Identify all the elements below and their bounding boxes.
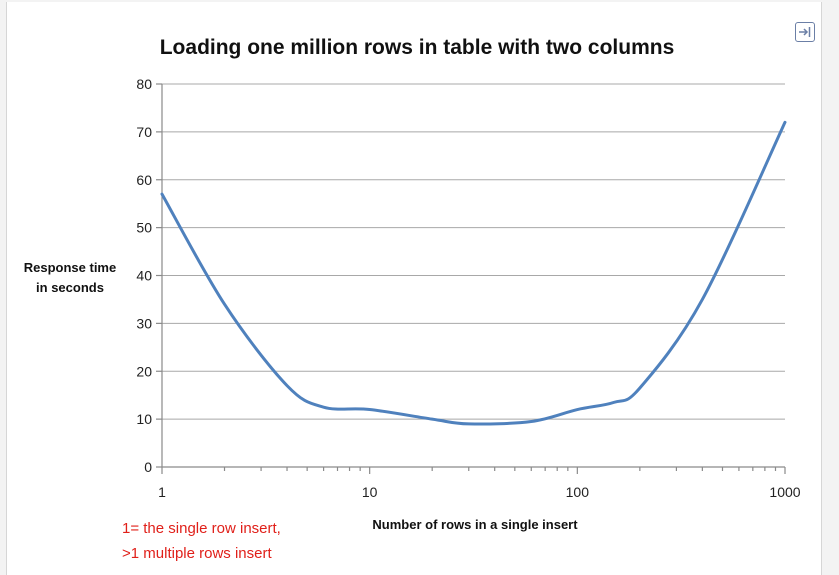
series-lines bbox=[162, 122, 785, 424]
y-axis-label-line-2: in seconds bbox=[36, 280, 104, 295]
y-tick-label-30: 30 bbox=[136, 315, 152, 331]
x-tick-label-1000: 1000 bbox=[769, 484, 800, 500]
x-tick-labels: 1 10 100 1000 bbox=[158, 484, 801, 500]
x-tick-label-100: 100 bbox=[566, 484, 590, 500]
x-tick-label-1: 1 bbox=[158, 484, 166, 500]
y-axis-label-line-1: Response time bbox=[24, 260, 116, 275]
y-tick-label-40: 40 bbox=[136, 268, 152, 284]
annotation-line-2: >1 multiple rows insert bbox=[122, 545, 272, 562]
annotation-line-1: 1= the single row insert, bbox=[122, 520, 281, 537]
series-line-0 bbox=[162, 122, 785, 424]
y-tick-label-50: 50 bbox=[136, 220, 152, 236]
y-tick-label-70: 70 bbox=[136, 124, 152, 140]
chart-panel: Loading one million rows in table with t… bbox=[6, 2, 822, 575]
axes bbox=[156, 84, 785, 474]
y-tick-label-10: 10 bbox=[136, 411, 152, 427]
y-tick-label-80: 80 bbox=[136, 76, 152, 92]
chart-title: Loading one million rows in table with t… bbox=[160, 36, 675, 59]
gridlines bbox=[162, 84, 785, 419]
expand-icon bbox=[796, 23, 814, 41]
x-tick-label-10: 10 bbox=[362, 484, 378, 500]
line-chart: Loading one million rows in table with t… bbox=[7, 2, 821, 575]
y-tick-label-0: 0 bbox=[144, 459, 152, 475]
y-tick-labels: 0 10 20 30 40 50 60 70 80 bbox=[136, 76, 152, 475]
y-tick-label-60: 60 bbox=[136, 172, 152, 188]
y-tick-label-20: 20 bbox=[136, 363, 152, 379]
expand-button[interactable] bbox=[795, 22, 815, 42]
x-axis-label: Number of rows in a single insert bbox=[372, 517, 578, 532]
